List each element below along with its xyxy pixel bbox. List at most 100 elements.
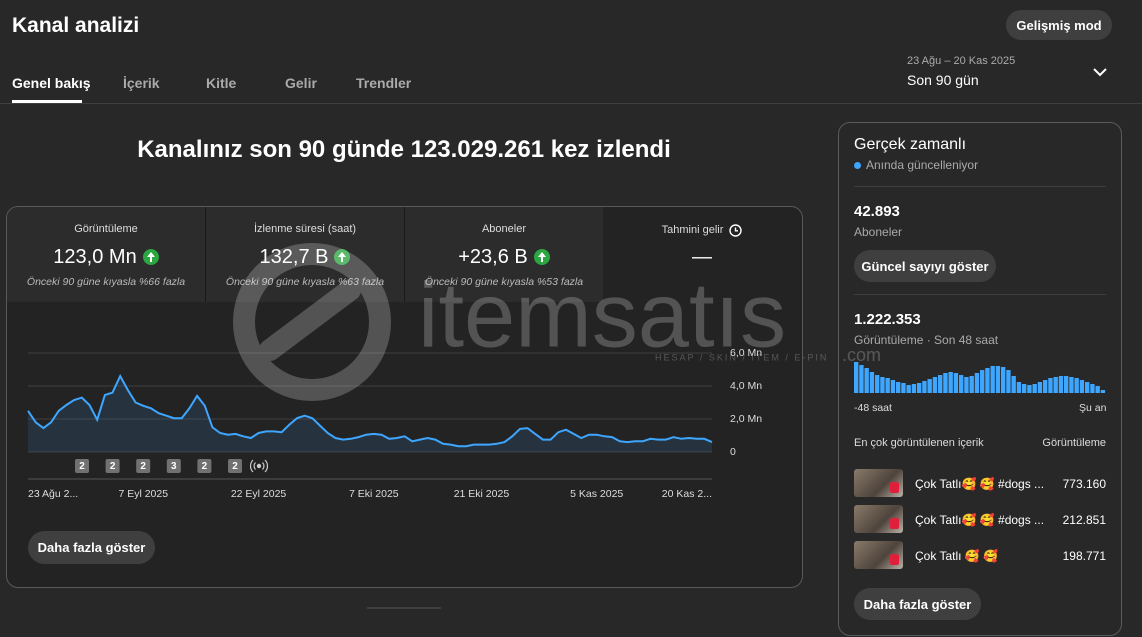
bar	[938, 375, 943, 393]
bar	[974, 373, 980, 393]
thumbnail[interactable]	[854, 541, 903, 569]
clock-icon	[729, 223, 743, 237]
bar	[896, 381, 901, 393]
metric-note: Önceki 90 güne kıyasla %53 fazla	[424, 276, 584, 288]
metric-value: 123,0 Mn	[53, 245, 137, 268]
y-tick-label: 0	[730, 446, 736, 458]
y-tick-label: 6,0 Mn	[730, 347, 762, 359]
metric-label: Aboneler	[481, 223, 527, 235]
realtime-views-label: Görüntüleme · Son 48 saat	[854, 333, 999, 347]
upload-marker	[136, 459, 151, 473]
bar	[901, 383, 906, 393]
more-button[interactable]: Daha fazla göster	[28, 531, 155, 564]
watermark-domain: .com	[842, 345, 881, 365]
x-tick-label: 20 Kas 2...	[662, 488, 712, 500]
upload-count: 3	[171, 461, 177, 472]
bar	[859, 365, 864, 393]
content-title[interactable]: Çok Tatlı 🥰 🥰	[915, 549, 999, 563]
date-range[interactable]: 23 Ağu – 20 Kas 2025	[907, 55, 1016, 67]
x-tick-label: 7 Eki 2025	[349, 488, 399, 500]
bar	[864, 368, 869, 393]
watermark: itemsatıs HESAP / SKIN / İTEM / E-PIN .c…	[233, 243, 881, 401]
x-tick-label: 22 Eyl 2025	[231, 488, 287, 500]
upload-count: 2	[79, 461, 85, 472]
realtime-title: Gerçek zamanlı	[854, 136, 967, 153]
bar	[1090, 384, 1095, 393]
metric-value-row: 132,7 B	[206, 244, 404, 270]
metric-label: Görüntüleme	[74, 223, 138, 235]
bar	[985, 368, 990, 393]
metric-label-row: Tahmini gelir	[603, 223, 801, 237]
thumbnail[interactable]	[854, 469, 903, 497]
live-icon	[249, 459, 269, 473]
metric-tab[interactable]: Tahmini gelir —	[603, 207, 801, 302]
upload-marker	[105, 459, 120, 473]
advanced-mode-button[interactable]: Gelişmiş mod	[1006, 10, 1112, 40]
bar	[1085, 381, 1090, 393]
bar	[1037, 381, 1043, 393]
bar	[1048, 378, 1053, 393]
bar	[854, 362, 859, 393]
bar	[943, 373, 948, 393]
bar	[1027, 385, 1032, 393]
up-icon	[533, 249, 550, 265]
divider	[854, 186, 1106, 187]
bar	[1016, 381, 1022, 393]
bar	[1001, 366, 1006, 393]
x-tick-label: 23 Ağu 2...	[28, 488, 78, 500]
up-icon	[142, 249, 159, 265]
realtime-status-row: Anında güncelleniyor	[854, 158, 978, 172]
metric-tab[interactable]: İzlenme süresi (saat) 132,7 B Önceki 90 …	[206, 207, 405, 302]
bar	[932, 376, 938, 393]
metric-value-row: 123,0 Mn	[7, 244, 205, 270]
date-range-label[interactable]: Son 90 gün	[907, 72, 979, 88]
bar	[1022, 384, 1027, 393]
metric-value: +23,6 B	[458, 245, 528, 268]
bar	[1074, 378, 1079, 393]
y-tick-label: 2,0 Mn	[730, 413, 762, 425]
tab[interactable]: Gelir	[285, 75, 317, 91]
content-title[interactable]: Çok Tatlı🥰 🥰 #dogs ...	[915, 513, 1045, 527]
bar	[927, 379, 932, 393]
metric-value: 132,7 B	[259, 245, 329, 268]
content-views: 198.771	[1062, 549, 1106, 563]
thumbnail[interactable]	[854, 505, 903, 533]
headline: Kanalınız son 90 günde 123.029.261 kez i…	[137, 136, 671, 163]
y-tick-label: 4,0 Mn	[730, 380, 762, 392]
subscriber-count: 42.893	[854, 203, 900, 220]
up-icon	[334, 249, 351, 265]
bar	[869, 371, 875, 393]
metric-tab[interactable]: Aboneler +23,6 B Önceki 90 güne kıyasla …	[405, 207, 603, 302]
tab[interactable]: Genel bakış	[12, 75, 91, 91]
metric-tab[interactable]: Görüntüleme 123,0 Mn Önceki 90 güne kıya…	[7, 207, 206, 302]
dropdown-chevron[interactable]	[1092, 66, 1108, 80]
content-views: 773.160	[1062, 477, 1106, 491]
top-content-label: En çok görüntülenen içerik	[854, 437, 984, 449]
bar	[906, 385, 911, 393]
metric-note: Önceki 90 güne kıyasla %66 fazla	[26, 276, 186, 288]
tab[interactable]: Trendler	[356, 75, 412, 91]
bar	[1043, 380, 1048, 393]
upload-count: 2	[232, 461, 238, 472]
bar	[980, 370, 985, 393]
tab[interactable]: İçerik	[123, 75, 160, 91]
scroll-indicator	[367, 607, 441, 609]
bar	[1011, 375, 1016, 393]
metric-note: Önceki 90 güne kıyasla %63 fazla	[225, 276, 385, 288]
bar	[911, 384, 917, 393]
bar	[1069, 376, 1074, 393]
divider	[854, 294, 1106, 295]
metric-label: Tahmini gelir	[661, 224, 724, 236]
bar	[1100, 390, 1106, 393]
bar	[953, 373, 959, 393]
tab[interactable]: Kitle	[206, 75, 237, 91]
line	[27, 373, 713, 448]
show-count-button[interactable]: Güncel sayıyı göster	[854, 250, 996, 282]
content-title[interactable]: Çok Tatlı🥰 🥰 #dogs ...	[915, 477, 1045, 491]
divider	[0, 103, 1142, 104]
realtime-more-button[interactable]: Daha fazla göster	[854, 588, 981, 620]
metric-value: —	[692, 245, 712, 268]
bar	[917, 383, 922, 393]
